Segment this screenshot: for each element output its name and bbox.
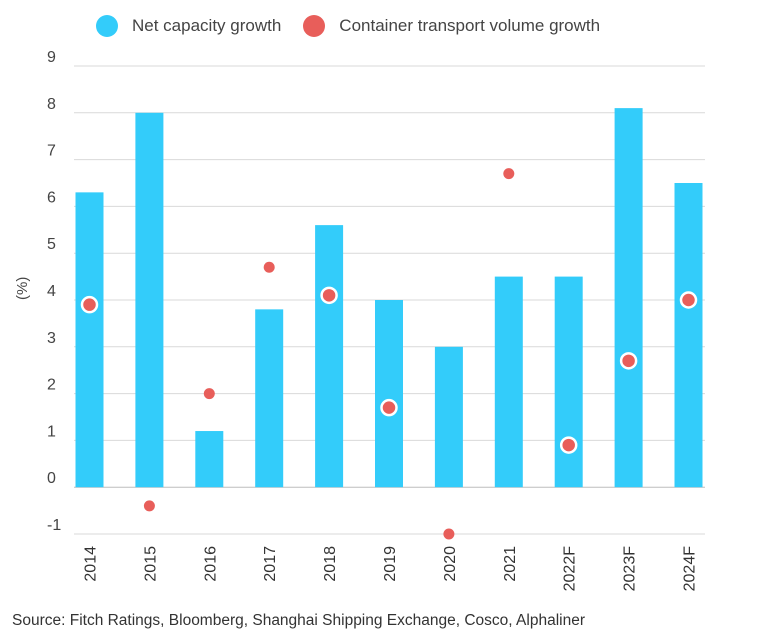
data-point bbox=[380, 398, 398, 417]
y-tick-label: 2 bbox=[47, 377, 56, 394]
data-point bbox=[679, 291, 698, 309]
y-tick-label: 6 bbox=[47, 189, 56, 206]
x-tick-label: 2024F bbox=[682, 546, 699, 592]
bar bbox=[135, 112, 164, 488]
x-tick-label: 2022F bbox=[562, 546, 579, 592]
y-tick-label: 9 bbox=[47, 49, 56, 66]
x-tick-label: 2017 bbox=[262, 546, 279, 582]
x-tick-label: 2016 bbox=[202, 546, 219, 582]
bar bbox=[375, 300, 403, 488]
bar bbox=[315, 225, 344, 488]
x-tick-label: 2020 bbox=[442, 546, 459, 582]
y-tick-label: 8 bbox=[47, 96, 56, 113]
source-note: Source: Fitch Ratings, Bloomberg, Shangh… bbox=[12, 612, 585, 629]
x-tick-label: 2015 bbox=[142, 546, 159, 582]
x-tick-label: 2021 bbox=[502, 546, 519, 582]
bar bbox=[75, 192, 104, 488]
legend-label-container-volume: Container transport volume growth bbox=[339, 16, 601, 35]
x-tick-label: 2014 bbox=[83, 546, 100, 582]
y-tick-label: 5 bbox=[47, 236, 56, 253]
bar bbox=[494, 276, 523, 488]
legend-label-net-capacity: Net capacity growth bbox=[132, 16, 282, 35]
bar bbox=[554, 276, 583, 488]
bar bbox=[255, 309, 284, 488]
chart-plot: -1 0 1 2 3 4 5 6 7 8 9 2014 2015 2016 2017 2018 2019 2020… bbox=[47, 49, 705, 592]
bar bbox=[434, 346, 463, 488]
data-point bbox=[443, 528, 455, 540]
data-point bbox=[80, 295, 99, 314]
legend-swatch-net-capacity bbox=[96, 15, 118, 37]
data-point bbox=[503, 168, 515, 180]
y-tick-label: 3 bbox=[47, 330, 56, 347]
data-point bbox=[320, 286, 338, 305]
y-tick-label: 1 bbox=[47, 423, 56, 440]
bar bbox=[195, 431, 224, 488]
data-point bbox=[619, 352, 638, 370]
bar bbox=[614, 108, 643, 488]
y-tick-label: -1 bbox=[47, 517, 61, 534]
y-tick-label: 4 bbox=[47, 283, 56, 300]
bar bbox=[674, 183, 703, 488]
legend: Net capacity growth Container transport … bbox=[96, 15, 622, 37]
y-tick-label: 0 bbox=[47, 470, 56, 487]
x-tick-label: 2023F bbox=[622, 546, 639, 592]
data-point bbox=[143, 500, 155, 512]
data-point bbox=[263, 261, 275, 273]
legend-swatch-container-volume bbox=[303, 15, 326, 37]
legend-item-net-capacity: Net capacity growth bbox=[96, 15, 281, 37]
x-tick-label: 2018 bbox=[322, 546, 339, 582]
y-tick-label: 7 bbox=[47, 143, 56, 160]
data-point bbox=[559, 436, 578, 454]
legend-item-container-volume: Container transport volume growth bbox=[303, 15, 600, 37]
data-point bbox=[203, 388, 215, 400]
x-tick-label: 2019 bbox=[382, 546, 399, 582]
